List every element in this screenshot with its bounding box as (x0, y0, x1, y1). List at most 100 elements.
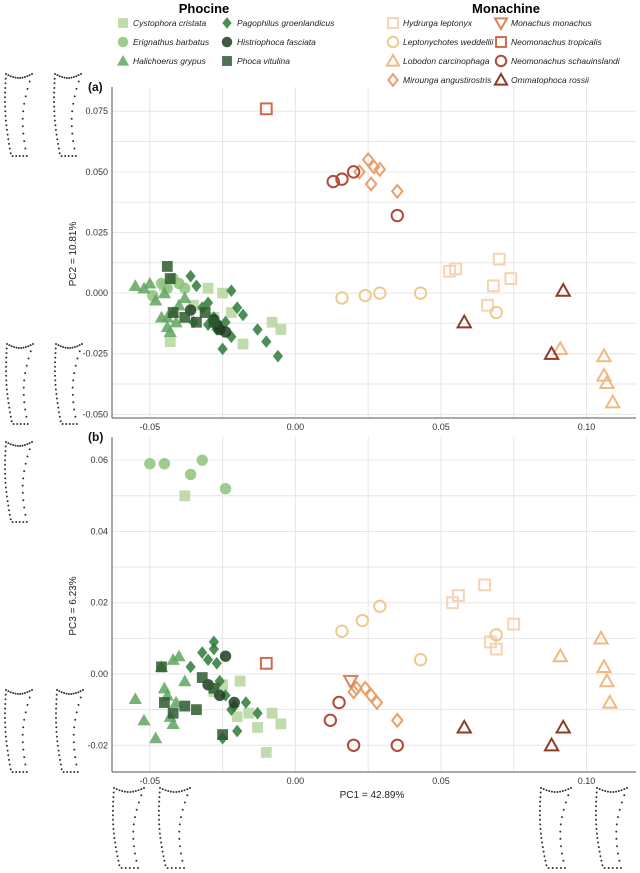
point-halichoerus-grypus (169, 315, 183, 328)
skull-outline-2 (53, 73, 82, 157)
outline-dot (53, 96, 55, 99)
outline-dot (23, 401, 26, 404)
outline-dot (6, 343, 8, 345)
outline-dot (132, 790, 135, 793)
outline-dot (74, 415, 77, 418)
outline-dot (597, 841, 600, 844)
point-cystophora-cristata (164, 336, 176, 348)
outline-dot (115, 850, 118, 853)
outline-dot (601, 864, 604, 867)
outline-dot (559, 837, 562, 840)
outline-dot (115, 788, 118, 791)
outline-dot (58, 411, 60, 414)
outline-dot (550, 790, 553, 793)
outline-dot (132, 823, 135, 826)
outline-dot (76, 345, 79, 348)
point-erignathus-barbatus (219, 482, 232, 495)
point-mirounga-angustirostris (361, 151, 375, 168)
outline-dot (21, 76, 24, 79)
outline-dot (62, 771, 65, 773)
outline-dot (116, 855, 119, 858)
outline-dot (615, 837, 618, 840)
point-halichoerus-grypus (166, 653, 180, 665)
x-tick-label: 0.00 (287, 422, 305, 432)
outline-dot (9, 518, 12, 521)
outline-dot (54, 370, 56, 373)
outline-dot (71, 110, 74, 113)
outline-dot (4, 717, 6, 719)
legend-marker-erignathus-barbatus (117, 36, 129, 48)
outline-dot (623, 788, 626, 791)
outline-dot (9, 411, 11, 414)
outline-dot (24, 346, 27, 348)
outline-dot (60, 768, 63, 771)
outline-dot (4, 114, 7, 117)
legend-marker-ommatophoca-rossii (493, 71, 509, 86)
point-cystophora-cristata (252, 722, 263, 733)
outline-dot (4, 463, 6, 466)
outline-dot (7, 74, 10, 77)
point-mirounga-angustirostris (353, 163, 366, 180)
point-ommatophoca-rossii (455, 718, 473, 734)
outline-dot (11, 771, 14, 773)
outline-dot (11, 521, 14, 523)
legend-marker-lobodon-carcinophaga (385, 52, 401, 67)
outline-dot (22, 155, 25, 157)
outline-dot (181, 808, 184, 811)
outline-dot (15, 521, 18, 523)
outline-dot (615, 823, 618, 826)
outline-dot (143, 787, 145, 789)
point-halichoerus-grypus (137, 713, 151, 726)
outline-dot (76, 357, 79, 360)
point-phoca-vitulina (164, 273, 176, 284)
point-cystophora-cristata (231, 711, 243, 723)
outline-dot (615, 867, 618, 869)
outline-dot (24, 147, 27, 150)
legend-marker-histriophoca-fasciata (221, 36, 233, 48)
outline-dot (22, 477, 25, 480)
outline-dot (59, 758, 61, 761)
outline-dot (58, 415, 61, 418)
outline-dot (163, 859, 166, 862)
point-leptonychotes-weddellii (373, 286, 387, 300)
outline-dot (66, 347, 69, 349)
outline-dot (5, 383, 8, 386)
outline-dot (14, 692, 17, 695)
point-phoca-vitulina (167, 307, 179, 318)
outline-dot (77, 691, 80, 694)
outline-dot (617, 852, 619, 855)
point-ommatophoca-rossii (455, 313, 473, 329)
outline-dot (612, 791, 615, 793)
outline-dot (118, 864, 121, 867)
outline-dot (9, 75, 12, 78)
outline-dot (59, 420, 62, 423)
outline-dot (53, 105, 56, 108)
outline-dot (157, 814, 160, 817)
point-halichoerus-grypus (149, 293, 163, 306)
outline-dot (17, 347, 20, 349)
outline-dot (140, 788, 143, 791)
y-tick-label: 0.000 (85, 288, 108, 298)
outline-dot (73, 771, 76, 773)
point-lobodon-carcinophaga (551, 340, 569, 355)
outline-dot (541, 841, 544, 844)
outline-dot (4, 693, 7, 696)
outline-dot (5, 73, 7, 75)
outline-dot (67, 155, 70, 157)
outline-dot (70, 693, 73, 695)
outline-dot (65, 77, 68, 79)
outline-dot (16, 693, 19, 695)
outline-dot (74, 718, 77, 721)
point-cystophora-cristata (260, 746, 272, 758)
point-leptonychotes-weddellii (335, 624, 349, 638)
outline-dot (60, 155, 63, 157)
point-pagophilus-groenlandicus (252, 706, 263, 720)
outline-dot (72, 692, 75, 695)
point-histriophoca-fasciata (219, 650, 232, 662)
outline-dot (21, 733, 24, 736)
point-halichoerus-grypus (128, 692, 142, 705)
outline-dot (21, 444, 24, 447)
outline-dot (4, 730, 7, 733)
outline-dot (539, 800, 542, 803)
